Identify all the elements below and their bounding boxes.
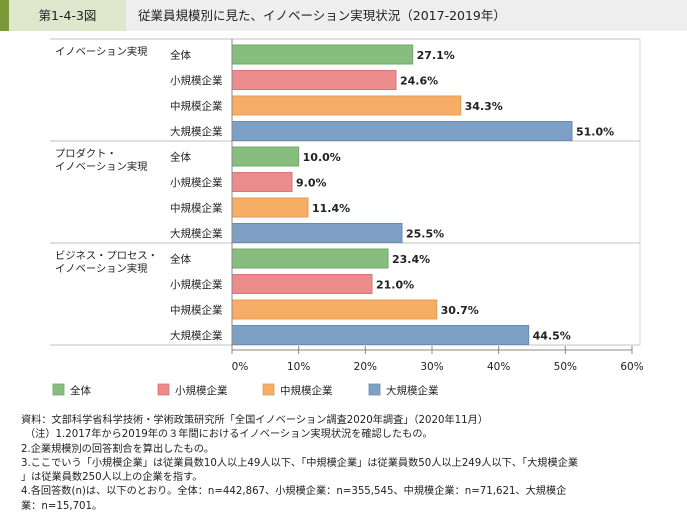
category-label: 中規模企業 bbox=[170, 304, 223, 317]
x-tick-label: 10% bbox=[287, 361, 310, 373]
value-labels: 27.1% 24.6% 34.3% 51.0% 10.0% 9.0% 11.4% 25.5% 2… bbox=[296, 49, 614, 343]
bar bbox=[231, 248, 389, 269]
x-tick-label: 0% bbox=[232, 361, 249, 373]
legend-swatch bbox=[262, 383, 275, 396]
bar bbox=[231, 146, 300, 167]
legend-swatch bbox=[52, 383, 65, 396]
value-label: 27.1% bbox=[417, 49, 455, 62]
bar bbox=[231, 95, 462, 116]
group-label: ビジネス・プロセス・ bbox=[55, 250, 158, 262]
legend-label: 全体 bbox=[70, 384, 91, 397]
header-accent-bar bbox=[0, 0, 9, 31]
x-tick-label: 50% bbox=[554, 361, 577, 373]
value-label: 11.4% bbox=[312, 202, 350, 215]
value-label: 23.4% bbox=[392, 253, 430, 266]
category-label: 小規模企業 bbox=[170, 176, 223, 189]
x-tick-label: 60% bbox=[620, 361, 643, 373]
legend-label: 中規模企業 bbox=[280, 384, 333, 397]
bar bbox=[231, 121, 573, 141]
bar bbox=[231, 299, 438, 320]
note-3: 3.ここでいう「小規模企業」は従業員数10人以上49人以下、「中規模企業」は従業… bbox=[21, 457, 579, 469]
bars bbox=[231, 44, 573, 345]
legend-label: 小規模企業 bbox=[175, 384, 228, 397]
bar bbox=[231, 223, 403, 243]
notes: 資料：文部科学省科学技術・学術政策研究所「全国イノベーション調査2020年調査」… bbox=[21, 414, 671, 514]
x-tick-label: 40% bbox=[487, 361, 510, 373]
x-tick-label: 20% bbox=[354, 361, 377, 373]
legend-label: 大規模企業 bbox=[386, 384, 439, 397]
category-labels: 全体小規模企業中規模企業大規模企業全体小規模企業中規模企業大規模企業全体小規模企… bbox=[170, 49, 223, 343]
note-1: （注）1.2017年から2019年の３年間におけるイノベーション実現状況を確認し… bbox=[25, 429, 433, 441]
legend: 全体 小規模企業 中規模企業 大規模企業 bbox=[52, 383, 439, 397]
group-label: イノベーション実現 bbox=[55, 45, 148, 58]
group-label: イノベーション実現 bbox=[55, 262, 148, 275]
value-label: 34.3% bbox=[465, 100, 503, 113]
category-label: 小規模企業 bbox=[170, 278, 223, 291]
category-label: 全体 bbox=[170, 151, 191, 164]
group-label: プロダクト・ bbox=[55, 147, 117, 160]
bar bbox=[231, 274, 373, 294]
note-source: 資料：文部科学省科学技術・学術政策研究所「全国イノベーション調査2020年調査」… bbox=[21, 415, 489, 426]
category-label: 全体 bbox=[170, 49, 191, 62]
bar bbox=[231, 197, 309, 218]
note-2: 2.企業規模別の回答割合を算出したもの。 bbox=[21, 443, 215, 455]
category-label: 中規模企業 bbox=[170, 100, 223, 113]
legend-swatch bbox=[368, 383, 381, 396]
x-axis: 0% 10% 20% 30% 40% 50% 60% bbox=[231, 39, 644, 373]
category-label: 大規模企業 bbox=[170, 125, 223, 138]
figure-title: 従業員規模別に見た、イノベーション実現状況（2017-2019年） bbox=[126, 0, 687, 31]
value-label: 24.6% bbox=[400, 75, 438, 88]
value-label: 51.0% bbox=[576, 126, 614, 139]
bar-chart: イノベーション実現プロダクト・イノベーション実現ビジネス・プロセス・イノベーショ… bbox=[50, 38, 644, 397]
note-3-cont: 」は従業員数250人以上の企業を指す。 bbox=[21, 472, 203, 484]
value-label: 30.7% bbox=[441, 304, 479, 317]
bar bbox=[231, 172, 293, 192]
category-label: 中規模企業 bbox=[170, 202, 223, 215]
legend-swatch bbox=[157, 383, 170, 396]
x-tick-label: 30% bbox=[420, 361, 443, 373]
bar bbox=[231, 325, 530, 345]
bar bbox=[231, 44, 414, 65]
value-label: 10.0% bbox=[303, 151, 341, 164]
category-label: 小規模企業 bbox=[170, 74, 223, 87]
group-label: イノベーション実現 bbox=[55, 160, 148, 173]
note-4-cont: 業：n=15,701。 bbox=[21, 500, 103, 512]
category-label: 大規模企業 bbox=[170, 329, 223, 342]
value-label: 9.0% bbox=[296, 177, 327, 190]
value-label: 25.5% bbox=[406, 228, 444, 241]
value-label: 44.5% bbox=[533, 330, 571, 343]
figure-number: 第1-4-3図 bbox=[9, 0, 126, 31]
bar bbox=[231, 70, 397, 90]
group-labels: イノベーション実現プロダクト・イノベーション実現ビジネス・プロセス・イノベーショ… bbox=[55, 45, 158, 275]
category-label: 全体 bbox=[170, 253, 191, 266]
value-label: 21.0% bbox=[376, 279, 414, 292]
note-4: 4.各回答数(n)は、以下のとおり。全体：n=442,867、小規模企業：n=3… bbox=[21, 486, 567, 498]
category-label: 大規模企業 bbox=[170, 227, 223, 240]
figure-header: 第1-4-3図 従業員規模別に見た、イノベーション実現状況（2017-2019年… bbox=[0, 0, 687, 31]
